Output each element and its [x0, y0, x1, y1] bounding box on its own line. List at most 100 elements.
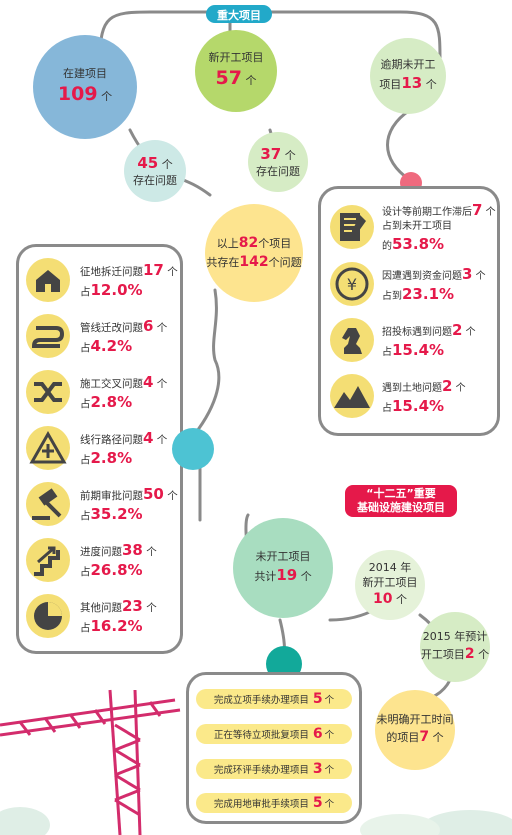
issue-text: 进度问题38 个占26.8% [80, 540, 157, 581]
issues45-label: 存在问题 [133, 173, 177, 187]
reason-text: 遇到土地问题2 个占15.4% [382, 376, 466, 417]
unclear-circle: 未明确开工时间 的项目7 个 [375, 690, 455, 770]
issue-label: 施工交叉问题 [80, 377, 143, 390]
reason-label: 因遭遇到资金问题 [382, 270, 462, 282]
unit: 个 [245, 73, 257, 87]
unit: 个 [475, 270, 486, 282]
issue-percent: 4.2% [90, 337, 133, 355]
pct-prefix: 占 [80, 566, 91, 578]
overdue-label2: 项目 [379, 78, 402, 92]
unit: 个 [146, 545, 157, 558]
issue-text: 其他问题23 个占16.2% [80, 596, 157, 637]
approval-pill: 正在等待立项批复项目 6 个 [196, 724, 352, 744]
unit: 个 [324, 765, 335, 776]
pct-prefix: 占 [80, 510, 91, 522]
unit: 个 [284, 149, 296, 163]
pill-label: 完成环评手续办理项目 [213, 765, 309, 776]
under-construction-count: 109 [57, 82, 98, 105]
year2015-label2: 开工项目 [420, 647, 465, 661]
issue-percent: 12.0% [90, 281, 143, 299]
total-pre2: 共存在 [206, 256, 240, 269]
total-mid: 个项目 [258, 237, 292, 251]
infra-projects-tag: “十二五”重要 基础设施建设项目 [345, 485, 457, 517]
pill-label: 完成用地审批手续项目 [213, 799, 309, 810]
approval-pill: 完成用地审批手续项目 5 个 [196, 793, 352, 813]
unit: 个 [156, 321, 168, 334]
unclear-count: 7 [419, 728, 430, 745]
reason-text: 招投标遇到问题2 个占15.4% [382, 320, 476, 361]
ground-bushes [0, 807, 512, 835]
house-icon [26, 258, 70, 302]
chess-knight-icon [330, 318, 374, 362]
unit: 个 [101, 89, 113, 103]
reason-percent: 53.8% [392, 234, 445, 253]
unstarted-count: 19 [276, 566, 298, 585]
issue-percent: 26.8% [90, 561, 143, 579]
under-construction-label: 在建项目 [63, 66, 107, 80]
reason-count: 7 [472, 201, 483, 219]
connector-dot-teal [172, 428, 214, 470]
unstarted-circle: 未开工项目 共计19 个 [233, 518, 333, 618]
crane-illustration [0, 689, 181, 835]
notepad-icon [330, 205, 374, 249]
issues37-label: 存在问题 [256, 164, 300, 178]
new-start-count: 57 [215, 66, 242, 89]
pill-count: 6 [312, 726, 323, 742]
unit: 个 [156, 433, 168, 446]
issue-label: 征地拆迁问题 [80, 265, 143, 278]
gavel-icon [26, 482, 70, 526]
issue-text: 征地拆迁问题17 个占12.0% [80, 260, 178, 301]
pill-count: 5 [312, 795, 323, 811]
pct-prefix: 占 [80, 342, 91, 354]
reason-row: 招投标遇到问题2 个占15.4% [330, 318, 476, 362]
reason-row: 遇到土地问题2 个占15.4% [330, 374, 466, 418]
pct-prefix: 占 [80, 286, 91, 298]
unstarted-pre: 共计 [254, 570, 277, 584]
reason-percent: 15.4% [392, 397, 445, 415]
issues37-circle: 37 个 存在问题 [248, 132, 308, 192]
pie-icon [26, 594, 70, 638]
issue-label: 其他问题 [80, 601, 122, 614]
total-pre: 以上 [216, 237, 239, 251]
issue-count: 17 [143, 260, 164, 279]
infra-tag-line1: “十二五”重要 [366, 487, 436, 500]
new-start-label: 新开工项目 [208, 50, 264, 64]
issue-row: 进度问题38 个占26.8% [26, 538, 157, 582]
issue-percent: 2.8% [90, 393, 133, 411]
mountain-icon [330, 374, 374, 418]
issue-row: 其他问题23 个占16.2% [26, 594, 157, 638]
year2015-count: 2 [464, 645, 475, 662]
reason-count: 3 [462, 264, 473, 283]
major-projects-tag: 重大项目 [206, 5, 272, 23]
issue-row: 施工交叉问题4 个占2.8% [26, 370, 167, 414]
year2014-label2: 新开工项目 [362, 575, 418, 589]
unclear-label2: 的项目 [386, 730, 420, 744]
issue-breakdown-panel [16, 244, 183, 654]
issue-count: 38 [122, 540, 143, 559]
total-projects-count: 82 [238, 235, 259, 252]
issue-percent: 2.8% [90, 449, 133, 467]
issues37-count: 37 [260, 145, 282, 164]
issues45-count: 45 [137, 154, 159, 173]
unit: 个 [324, 799, 335, 810]
unit: 个 [324, 695, 335, 706]
unit: 个 [465, 326, 476, 338]
reason-percent: 15.4% [392, 341, 445, 359]
unit: 个 [478, 647, 490, 661]
pill-count: 3 [312, 761, 323, 777]
year2015-label1: 2015 年预计 [422, 630, 488, 644]
unit: 个 [156, 377, 168, 390]
issue-row: 管线迁改问题6 个占4.2% [26, 314, 167, 358]
pill-label: 正在等待立项批复项目 [213, 730, 309, 741]
unit: 个 [300, 570, 312, 584]
total-issues-circle: 以上82个项目 共存在142个问题 [205, 204, 303, 302]
pct-prefix: 占到 [382, 291, 402, 302]
unit: 个 [146, 601, 157, 614]
issue-row: 线行路径问题4 个占2.8% [26, 426, 167, 470]
year2014-label1: 2014 年 [368, 560, 412, 574]
new-start-circle: 新开工项目 57 个 [195, 30, 277, 112]
unit: 个 [324, 730, 335, 741]
issue-row: 前期审批问题50 个占35.2% [26, 482, 178, 526]
reason-percent: 23.1% [402, 285, 455, 303]
approval-pill: 完成立项手续办理项目 5 个 [196, 689, 352, 709]
